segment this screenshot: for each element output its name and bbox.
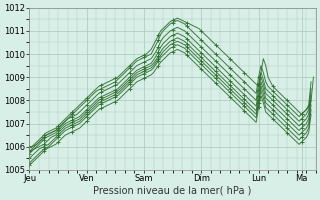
X-axis label: Pression niveau de la mer( hPa ): Pression niveau de la mer( hPa )	[93, 186, 252, 196]
